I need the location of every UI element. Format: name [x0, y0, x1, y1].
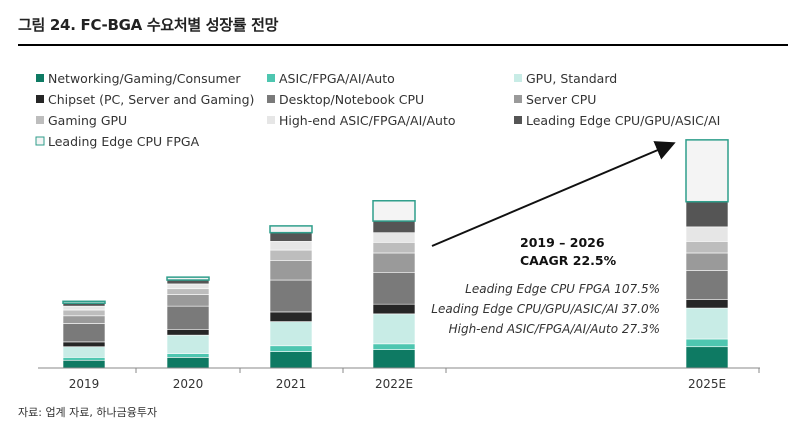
- bar-segment: [62, 359, 106, 369]
- legend-label: High-end ASIC/FPGA/AI/Auto: [279, 113, 456, 128]
- bar-segment: [166, 353, 210, 358]
- bar-segment: [685, 241, 729, 254]
- bar-segment: [269, 241, 313, 251]
- bar-segment: [685, 139, 729, 203]
- annotation-caagr: CAAGR 22.5%: [520, 253, 617, 268]
- legend-label: Server CPU: [526, 92, 596, 107]
- x-tick-label: 2019: [69, 377, 100, 391]
- title-underline: [18, 44, 788, 46]
- bar-segment: [372, 252, 416, 273]
- bar-segment: [372, 349, 416, 369]
- bar-segment: [62, 346, 106, 358]
- legend-swatch: [267, 116, 275, 124]
- bar-segment: [166, 283, 210, 290]
- source-note: 자료: 업계 자료, 하나금융투자: [18, 406, 158, 419]
- bar-segment: [166, 329, 210, 336]
- legend-label: Chipset (PC, Server and Gaming): [48, 92, 254, 107]
- bar-segment: [372, 220, 416, 233]
- bar-segment: [62, 300, 106, 304]
- legend-swatch: [514, 116, 522, 124]
- bar-segment: [372, 303, 416, 315]
- bar-segment: [685, 270, 729, 300]
- bar-segment: [62, 305, 106, 311]
- bar-segment: [685, 307, 729, 340]
- x-axis-ticks: 2019 2020 2021 2022E 2025E: [69, 368, 760, 391]
- bar-segment: [166, 334, 210, 354]
- legend-label: ASIC/FPGA/AI/Auto: [279, 71, 395, 86]
- legend: Networking/Gaming/Consumer ASIC/FPGA/AI/A…: [35, 71, 720, 149]
- bar-segment: [372, 232, 416, 243]
- bar-segment: [269, 351, 313, 369]
- legend-swatch: [35, 136, 45, 146]
- legend-swatch: [36, 74, 44, 82]
- legend-label: GPU, Standard: [526, 71, 617, 86]
- bar-segment: [269, 249, 313, 261]
- bar-segment: [685, 252, 729, 271]
- legend-swatch: [514, 74, 522, 82]
- annotation-line: High-end ASIC/FPGA/AI/Auto 27.3%: [449, 322, 660, 336]
- growth-arrow: [431, 141, 676, 247]
- legend-label: Leading Edge CPU FPGA: [48, 134, 200, 149]
- bar-segment: [166, 276, 210, 281]
- bar-segment: [166, 288, 210, 295]
- legend-label: Desktop/Notebook CPU: [279, 92, 424, 107]
- x-tick-label: 2022E: [375, 377, 413, 391]
- legend-swatch: [267, 74, 275, 82]
- bar-segment: [372, 343, 416, 350]
- bar-segment: [685, 201, 729, 228]
- bar-segment: [62, 341, 106, 348]
- bar-segment: [372, 313, 416, 345]
- x-tick-label: 2025E: [688, 377, 726, 391]
- annotation-line: Leading Edge CPU FPGA 107.5%: [465, 282, 660, 296]
- bar-segment: [685, 346, 729, 369]
- bar-segment: [62, 309, 106, 317]
- bar-segment: [166, 294, 210, 307]
- bar-segment: [166, 357, 210, 369]
- legend-label: Leading Edge CPU/GPU/ASIC/AI: [526, 113, 720, 128]
- bar-segment: [269, 225, 313, 234]
- x-tick-label: 2020: [173, 377, 204, 391]
- bar-segment: [685, 338, 729, 348]
- bar-segment: [62, 323, 106, 343]
- bar-segment: [685, 226, 729, 242]
- bar-segment: [685, 299, 729, 309]
- annotation-period: 2019 – 2026: [520, 235, 605, 250]
- legend-swatch: [36, 95, 44, 103]
- chart-title: 그림 24. FC-BGA 수요처별 성장률 전망: [18, 16, 279, 34]
- bar-segment: [62, 315, 106, 324]
- x-tick-label: 2021: [276, 377, 307, 391]
- legend-swatch: [36, 116, 44, 124]
- bar-segment: [269, 279, 313, 313]
- bars: [62, 139, 729, 369]
- legend-swatch: [514, 95, 522, 103]
- legend-label: Networking/Gaming/Consumer: [48, 71, 241, 86]
- annotation: 2019 – 2026 CAAGR 22.5% Leading Edge CPU…: [431, 141, 676, 336]
- annotation-line: Leading Edge CPU/GPU/ASIC/AI 37.0%: [431, 302, 660, 316]
- legend-swatch: [267, 95, 275, 103]
- legend-label: Gaming GPU: [48, 113, 127, 128]
- bar-segment: [372, 271, 416, 305]
- bar-segment: [166, 305, 210, 330]
- bar-segment: [269, 232, 313, 242]
- bar-segment: [372, 242, 416, 254]
- bar-segment: [269, 260, 313, 281]
- bar-segment: [372, 200, 416, 222]
- bar-segment: [269, 321, 313, 347]
- bar-segment: [269, 345, 313, 352]
- bar-segment: [269, 311, 313, 322]
- bar-segment: [62, 357, 106, 361]
